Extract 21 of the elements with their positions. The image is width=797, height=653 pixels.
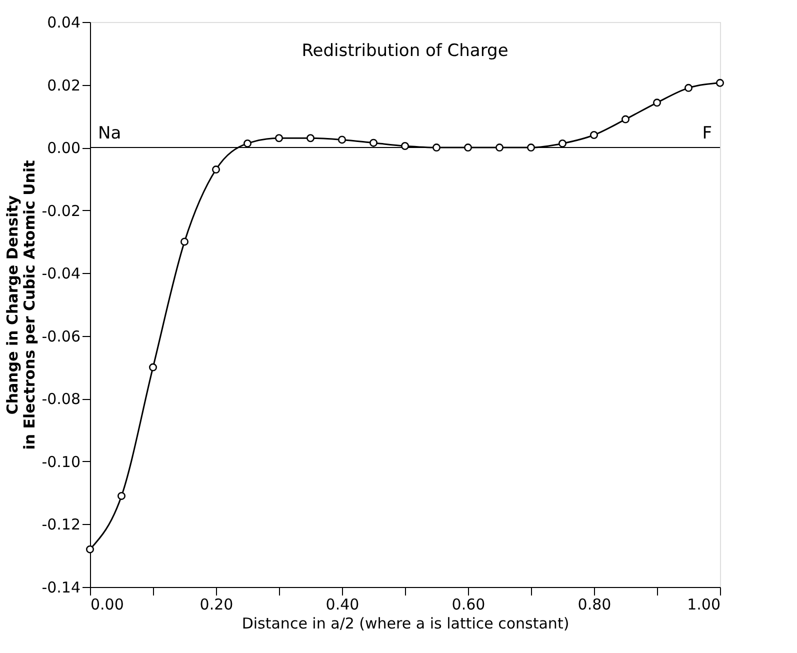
annotation: F	[702, 124, 712, 144]
x-tick-label: 0.60	[452, 596, 486, 614]
y-tick-label: 0.04	[47, 14, 80, 32]
x-tick-label: 0.20	[200, 596, 234, 614]
y-tick-label: 0.02	[47, 76, 80, 94]
x-tick-label: 0.00	[90, 596, 124, 614]
y-tick-label: -0.04	[42, 264, 80, 283]
annotation: Na	[98, 124, 122, 144]
y-tick-label: -0.08	[42, 390, 80, 408]
y-tick-label: 0.00	[47, 139, 80, 158]
y-tick-label: -0.06	[42, 327, 80, 346]
y-tick-label: -0.14	[42, 578, 80, 596]
x-tick-label: 0.40	[326, 596, 360, 614]
y-tick-label: -0.12	[42, 516, 80, 534]
y-tick-label: -0.10	[42, 452, 80, 471]
x-axis-title: Distance in a/2 (where a is lattice constant)	[242, 614, 570, 632]
x-tick-label: 1.00	[687, 596, 720, 614]
text: Redistribution of Charge	[302, 41, 508, 61]
y-axis-title: Change in Charge Density in Electrons per Cubic Atomic Unit	[4, 160, 39, 450]
y-tick-label: -0.02	[42, 202, 80, 220]
x-tick-label: 0.80	[578, 596, 612, 614]
